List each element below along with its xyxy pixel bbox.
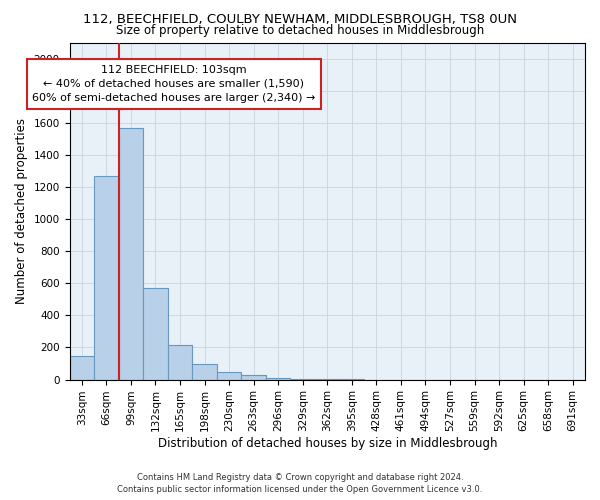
Bar xyxy=(241,375,266,380)
Y-axis label: Number of detached properties: Number of detached properties xyxy=(15,118,28,304)
Text: Size of property relative to detached houses in Middlesbrough: Size of property relative to detached ho… xyxy=(116,24,484,37)
Text: 112 BEECHFIELD: 103sqm
← 40% of detached houses are smaller (1,590)
60% of semi-: 112 BEECHFIELD: 103sqm ← 40% of detached… xyxy=(32,65,316,103)
Bar xyxy=(192,364,217,380)
Bar xyxy=(94,176,119,380)
Bar xyxy=(70,356,94,380)
Bar xyxy=(266,378,290,380)
Text: 112, BEECHFIELD, COULBY NEWHAM, MIDDLESBROUGH, TS8 0UN: 112, BEECHFIELD, COULBY NEWHAM, MIDDLESB… xyxy=(83,12,517,26)
X-axis label: Distribution of detached houses by size in Middlesbrough: Distribution of detached houses by size … xyxy=(158,437,497,450)
Bar xyxy=(217,372,241,380)
Text: Contains HM Land Registry data © Crown copyright and database right 2024.
Contai: Contains HM Land Registry data © Crown c… xyxy=(118,472,482,494)
Bar xyxy=(143,288,168,380)
Bar xyxy=(119,128,143,380)
Bar xyxy=(168,345,192,380)
